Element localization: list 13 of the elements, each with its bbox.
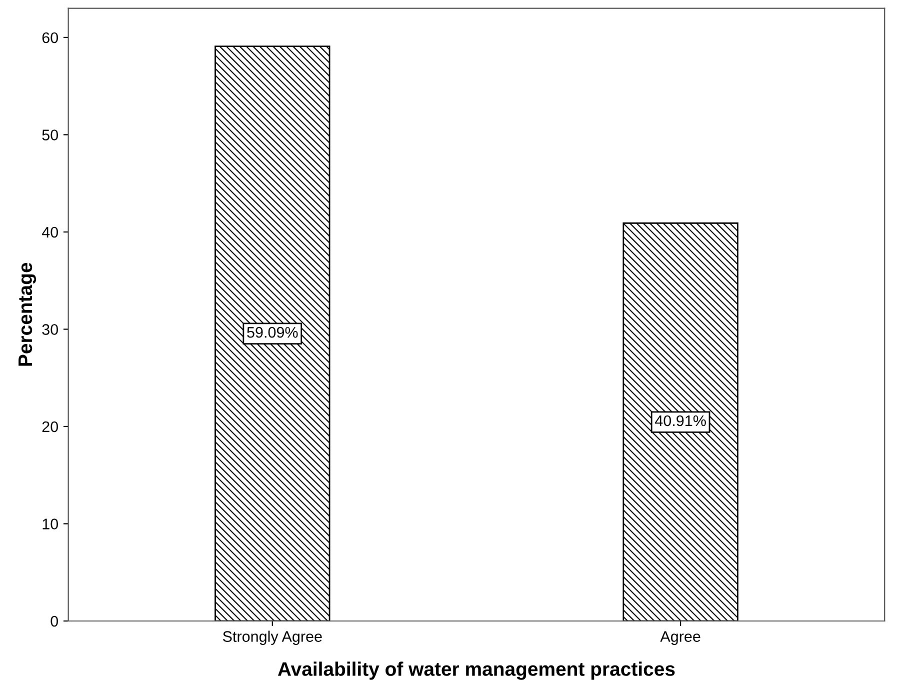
- data-label: 59.09%: [247, 326, 298, 338]
- y-tick-label: 10: [42, 518, 58, 530]
- y-tick-label: 30: [42, 324, 58, 335]
- y-tick-label: 60: [42, 32, 58, 44]
- x-tick-label: Agree: [660, 631, 700, 645]
- y-tick-label: 20: [42, 421, 58, 432]
- y-tick-label: 0: [50, 616, 58, 627]
- data-label: 40.91%: [654, 415, 706, 426]
- x-axis-title: Availability of water management practices: [278, 662, 675, 680]
- y-axis-title: Percentage: [18, 262, 36, 366]
- y-tick-label: 50: [42, 130, 58, 140]
- x-tick-label: Strongly Agree: [222, 630, 322, 645]
- y-tick-label: 40: [42, 226, 58, 238]
